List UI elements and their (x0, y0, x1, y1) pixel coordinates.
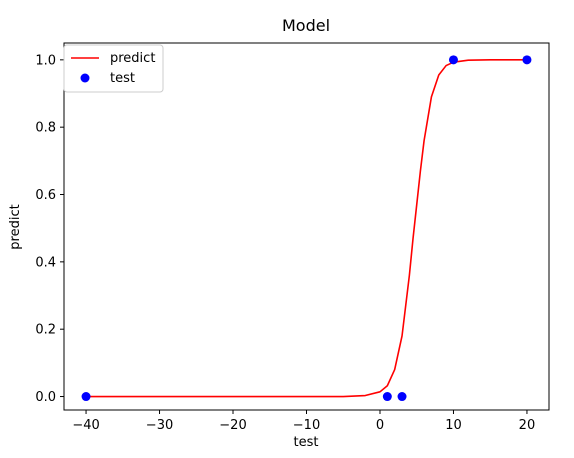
test-point (382, 392, 392, 402)
x-axis-ticks: −40 −30 −20 −10 0 10 20 (72, 410, 535, 433)
x-tick-label: 0 (376, 418, 384, 433)
x-tick-label: −20 (219, 418, 246, 433)
legend-label-predict: predict (110, 51, 155, 66)
predict-line (86, 59, 527, 398)
axes-frame (63, 42, 550, 411)
y-tick-label: 0.2 (35, 323, 56, 338)
plot-content (81, 55, 532, 402)
legend-label-test: test (110, 71, 135, 86)
x-tick-label: 10 (445, 418, 462, 433)
y-tick-label: 0.4 (35, 255, 56, 270)
x-tick-label: −10 (293, 418, 320, 433)
test-point (522, 55, 532, 65)
legend: predict test (63, 44, 164, 93)
y-axis-label: predict (8, 204, 23, 249)
y-tick-label: 0.8 (35, 121, 56, 136)
y-tick-label: 0.0 (35, 390, 56, 405)
legend-marker-swatch (80, 73, 90, 83)
y-tick-label: 1.0 (35, 53, 56, 68)
x-tick-label: 20 (519, 418, 536, 433)
x-tick-label: −30 (146, 418, 173, 433)
test-point (448, 55, 458, 65)
test-point (81, 392, 91, 402)
test-point (397, 392, 407, 402)
y-tick-label: 0.6 (35, 188, 56, 203)
x-axis-label: test (294, 435, 319, 450)
x-tick-label: −40 (72, 418, 99, 433)
chart-title: Model (282, 16, 330, 35)
y-axis-ticks: 0.0 0.2 0.4 0.6 0.8 1.0 (35, 53, 64, 405)
